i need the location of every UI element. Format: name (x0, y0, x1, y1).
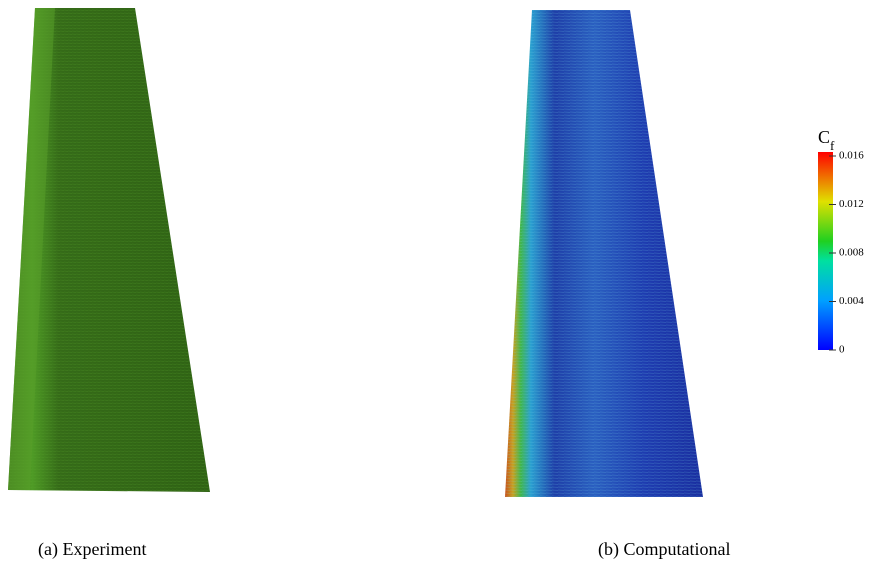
caption: (b) Computational (598, 539, 730, 560)
tick-label: 0.016 (839, 150, 864, 162)
colorbar-ticks: 0 0.004 0.008 0.012 0.016 (829, 150, 864, 356)
experiment-image (8, 8, 210, 492)
tick-label: 0.008 (839, 247, 864, 259)
computational-image (505, 10, 703, 497)
tick-label: 0.004 (839, 295, 864, 307)
colorbar-title: C (818, 127, 830, 147)
tick-label: 0.012 (839, 198, 864, 210)
colorbar (818, 152, 833, 350)
caption: (a) Experiment (38, 539, 146, 560)
figure: C f 0 0.004 0.008 0.012 0.016 (a) Experiment… (0, 0, 871, 564)
tick-label: 0 (839, 344, 845, 356)
colorbar-subscript: f (830, 138, 835, 153)
